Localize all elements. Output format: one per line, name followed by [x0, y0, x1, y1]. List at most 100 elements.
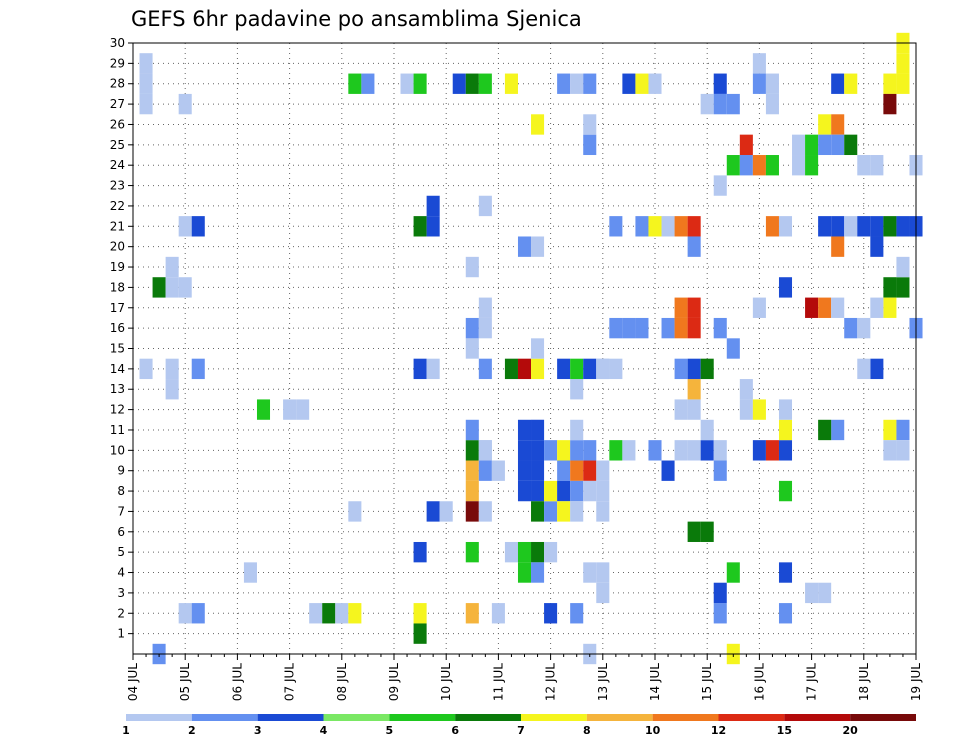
y-tick-label: 21: [110, 219, 125, 233]
data-cell: [622, 440, 636, 461]
data-cell: [831, 236, 845, 257]
data-cell: [883, 297, 897, 318]
data-cell: [883, 419, 897, 441]
data-cell: [517, 440, 532, 461]
data-cell: [752, 155, 766, 176]
data-cell: [805, 582, 819, 604]
data-cell: [426, 216, 440, 237]
data-cell: [896, 419, 910, 441]
data-cell: [465, 419, 479, 441]
data-cell: [478, 195, 492, 217]
data-cell: [570, 460, 584, 481]
data-cell: [674, 216, 688, 237]
data-cell: [622, 317, 636, 339]
data-cell: [818, 582, 832, 604]
data-cell: [517, 460, 532, 481]
data-cell: [778, 419, 793, 441]
data-cell: [583, 73, 597, 94]
data-cell: [178, 216, 192, 237]
data-cell: [713, 582, 727, 604]
data-cell: [165, 358, 179, 380]
data-cell: [739, 399, 753, 420]
y-tick-label: 4: [117, 566, 125, 580]
data-cell: [726, 338, 740, 359]
data-cell: [465, 440, 479, 461]
legend-label: 4: [320, 724, 328, 737]
x-tick-label: 11 JUL: [491, 663, 505, 701]
y-tick-label: 22: [110, 199, 125, 213]
data-cell: [557, 501, 571, 522]
data-cell: [778, 603, 793, 624]
data-cell: [165, 277, 179, 298]
data-cell: [844, 73, 858, 94]
x-tick-label: 18 JUL: [857, 663, 871, 701]
data-cell: [765, 93, 779, 115]
data-cell: [335, 603, 349, 624]
data-cell: [139, 73, 153, 94]
data-cell: [191, 358, 205, 380]
data-cell: [583, 134, 597, 156]
data-cell: [596, 460, 610, 481]
data-cell: [700, 93, 714, 115]
data-cell: [831, 297, 845, 318]
data-cell: [465, 338, 479, 359]
data-cell: [570, 419, 584, 441]
data-cell: [413, 623, 427, 644]
data-cell: [478, 358, 492, 380]
data-cell: [309, 603, 323, 624]
y-tick-label: 9: [117, 464, 125, 478]
data-cell: [857, 155, 871, 176]
x-tick-label: 06 JUL: [230, 663, 244, 701]
data-cell: [857, 317, 871, 339]
x-tick-label: 15 JUL: [700, 663, 714, 701]
data-cell: [818, 134, 832, 156]
data-cell: [778, 277, 793, 298]
legend-swatch: [521, 714, 587, 721]
data-cell: [765, 73, 779, 94]
data-cell: [517, 562, 532, 583]
data-cell: [531, 114, 545, 135]
data-cell: [596, 358, 610, 380]
data-cell: [818, 114, 832, 135]
data-cell: [348, 73, 362, 94]
data-cell: [596, 562, 610, 583]
data-cell: [191, 216, 205, 237]
data-cell: [478, 460, 492, 481]
data-cell: [752, 440, 766, 461]
data-cell: [700, 358, 714, 380]
data-cell: [348, 501, 362, 522]
data-cell: [765, 155, 779, 176]
data-cell: [870, 216, 884, 237]
data-cell: [844, 317, 858, 339]
y-tick-label: 25: [110, 138, 125, 152]
data-cell: [713, 93, 727, 115]
legend-label: 3: [254, 724, 262, 737]
data-cell: [413, 603, 427, 624]
data-cell: [544, 480, 558, 502]
data-cell: [465, 501, 479, 522]
data-cell: [870, 236, 884, 257]
data-cell: [178, 277, 192, 298]
data-cell: [661, 460, 675, 481]
data-cell: [739, 134, 753, 156]
y-tick-label: 2: [117, 606, 125, 620]
data-cell: [883, 73, 897, 94]
y-tick-label: 1: [117, 627, 125, 641]
data-cell: [191, 603, 205, 624]
data-cell: [674, 358, 688, 380]
data-cell: [478, 501, 492, 522]
data-cell: [648, 440, 662, 461]
data-cell: [818, 216, 832, 237]
data-cell: [596, 501, 610, 522]
x-tick-label: 16 JUL: [752, 663, 766, 701]
data-cell: [687, 358, 701, 380]
data-cell: [531, 338, 545, 359]
data-cell: [517, 480, 532, 502]
data-cell: [752, 399, 766, 420]
data-cell: [478, 317, 492, 339]
data-cell: [504, 358, 518, 380]
y-tick-label: 3: [117, 586, 125, 600]
data-cell: [531, 419, 545, 441]
data-cell: [165, 256, 179, 278]
